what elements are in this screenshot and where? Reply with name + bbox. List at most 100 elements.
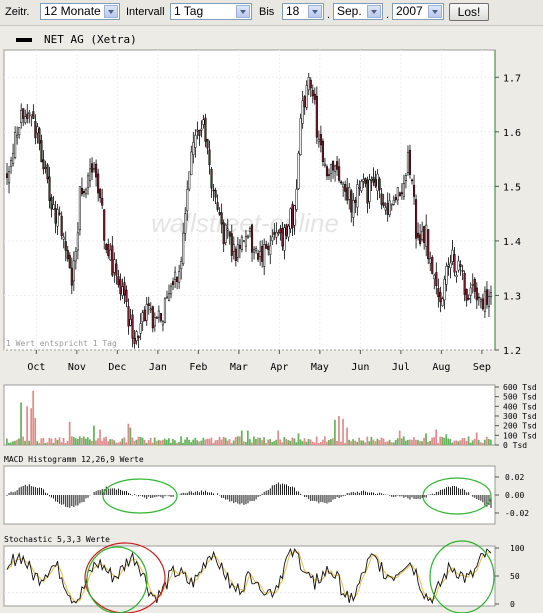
volume-bar: [487, 438, 490, 445]
volume-bar: [111, 439, 114, 445]
chevron-down-icon[interactable]: [367, 5, 381, 18]
candle-body: [325, 166, 329, 177]
volume-bar: [147, 440, 150, 445]
candle-body: [303, 96, 306, 108]
volume-bar: [184, 439, 186, 445]
volume-bar: [131, 437, 134, 445]
volume-bar: [74, 438, 77, 445]
candle-body: [473, 278, 476, 292]
volume-bar: [463, 437, 466, 445]
volume-bar: [303, 438, 306, 445]
annotation-green-ellipse: [429, 540, 495, 613]
year-value: 2007: [396, 4, 423, 18]
volume-bar: [319, 442, 322, 445]
volume-bar: [202, 437, 205, 445]
volume-bar: [161, 439, 164, 445]
volume-bar: [299, 439, 302, 445]
volume-bar: [421, 441, 423, 445]
volume-bar: [212, 442, 215, 445]
volume-bar: [263, 437, 265, 445]
chevron-down-icon[interactable]: [428, 5, 442, 18]
volume-bar: [342, 418, 344, 445]
candle-body: [143, 309, 146, 322]
candle-body: [42, 159, 45, 170]
month-label: Feb: [189, 362, 207, 373]
candle-body: [180, 261, 183, 270]
candle-body: [244, 236, 248, 247]
volume-bar: [489, 439, 492, 445]
volume-bar: [97, 438, 99, 445]
candle-body: [147, 303, 150, 306]
candle-body: [374, 179, 377, 187]
volume-bar: [137, 436, 140, 445]
candle-body: [384, 207, 387, 211]
volume-bar: [64, 442, 67, 445]
volume-bar: [66, 440, 69, 445]
volume-bar: [178, 442, 180, 445]
volume-bar: [188, 439, 190, 445]
candle-body: [336, 161, 339, 170]
chevron-down-icon[interactable]: [236, 5, 250, 18]
volume-bar: [433, 437, 435, 445]
volume-bar: [224, 437, 227, 445]
year-select[interactable]: 2007: [392, 3, 444, 20]
volume-bar: [382, 438, 385, 445]
candle-body: [313, 93, 316, 100]
candle-body: [58, 212, 61, 215]
price-plot-background: [3, 49, 496, 351]
month-label: Sep: [473, 362, 491, 373]
watermark: wallstreet-online: [151, 208, 339, 238]
candle-body: [155, 317, 158, 319]
candle-body: [196, 129, 199, 132]
volume-bar: [58, 437, 61, 445]
volume-bar: [72, 436, 75, 445]
candle-body: [340, 181, 343, 184]
month-select[interactable]: Sep.: [333, 3, 383, 20]
candle-body: [281, 228, 284, 247]
candle-body: [72, 260, 75, 282]
candle-body: [228, 231, 231, 237]
volume-bar: [6, 438, 8, 445]
volume-bar: [344, 442, 346, 445]
volume-y-tick-label: 200 Tsd: [503, 422, 537, 431]
candle-body: [115, 263, 118, 276]
candle-body: [431, 257, 434, 274]
volume-bar: [26, 406, 28, 445]
volume-bar: [356, 441, 359, 445]
candle-body: [131, 314, 134, 339]
candle-body: [111, 245, 114, 276]
day-select[interactable]: 18: [282, 3, 324, 20]
volume-bar: [251, 442, 253, 445]
chevron-down-icon[interactable]: [104, 5, 118, 18]
candle-body: [382, 202, 385, 207]
price-y-tick-label: 1.5: [503, 182, 521, 193]
volume-bar: [307, 439, 310, 445]
volume-bar: [257, 437, 259, 445]
candle-body: [400, 192, 403, 195]
candle-body: [149, 308, 152, 311]
candle-body: [250, 224, 254, 253]
volume-bar: [457, 441, 460, 445]
month-label: Apr: [270, 362, 288, 373]
chart-controls-bar: Zeitr. 12 Monate Intervall 1 Tag Bis 18 …: [0, 0, 543, 26]
volume-bar: [172, 438, 174, 445]
volume-bar: [467, 436, 470, 445]
volume-bar: [99, 429, 101, 445]
volume-bar: [287, 440, 290, 445]
volume-bar: [477, 439, 480, 445]
volume-bar: [255, 439, 257, 445]
candle-body: [457, 260, 460, 271]
volume-bar: [76, 439, 79, 445]
zeitraum-select[interactable]: 12 Monate: [40, 3, 120, 20]
candle-body: [145, 304, 148, 321]
volume-bar: [115, 442, 118, 445]
candle-body: [380, 193, 383, 205]
candle-body: [417, 232, 420, 238]
candle-body: [163, 298, 167, 323]
candle-body: [84, 189, 88, 195]
chevron-down-icon[interactable]: [308, 5, 322, 18]
candle-body: [319, 134, 322, 146]
intervall-select[interactable]: 1 Tag: [170, 3, 252, 20]
submit-button[interactable]: Los!: [449, 3, 489, 21]
